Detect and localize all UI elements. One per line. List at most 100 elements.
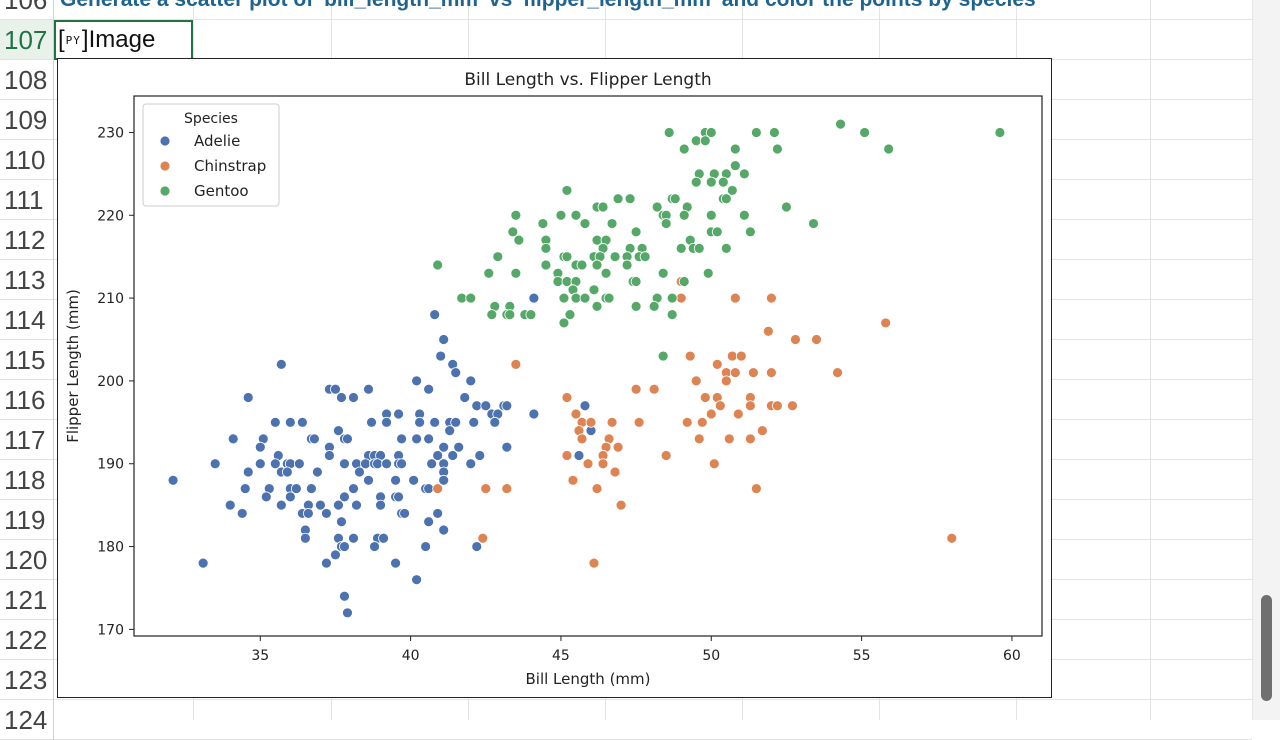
- row-header[interactable]: 115: [0, 340, 54, 380]
- data-point-adelie: [348, 532, 359, 544]
- data-point-adelie: [474, 450, 486, 461]
- row-header[interactable]: 118: [0, 460, 54, 500]
- row-header[interactable]: 116: [0, 380, 54, 420]
- data-point-gentoo: [720, 193, 732, 205]
- data-point-adelie: [269, 458, 281, 470]
- data-point-gentoo: [609, 251, 621, 263]
- data-point-gentoo: [690, 176, 702, 188]
- row-header[interactable]: 110: [0, 140, 54, 180]
- prompt-cell-text[interactable]: Generate a scatter plot of 'bill_length_…: [60, 0, 1036, 12]
- data-point-chinstrap: [648, 383, 660, 395]
- row-header[interactable]: 111: [0, 180, 54, 220]
- data-point-gentoo: [693, 242, 705, 254]
- row-header[interactable]: 107: [0, 20, 54, 60]
- data-point-adelie: [224, 499, 236, 511]
- data-point-chinstrap: [723, 433, 735, 445]
- data-point-adelie: [305, 483, 317, 494]
- data-point-chinstrap: [684, 350, 696, 362]
- data-point-chinstrap: [880, 317, 892, 329]
- data-point-adelie: [465, 458, 477, 470]
- data-point-gentoo: [994, 127, 1006, 138]
- data-point-chinstrap: [729, 292, 741, 304]
- data-point-adelie: [411, 574, 423, 586]
- row-header[interactable]: 114: [0, 300, 54, 340]
- data-point-chinstrap: [606, 416, 618, 428]
- data-point-gentoo: [705, 176, 717, 188]
- row-header[interactable]: 113: [0, 260, 54, 300]
- data-point-chinstrap: [561, 450, 573, 461]
- data-point-gentoo: [513, 234, 525, 246]
- legend: Species Adelie Chinstrap Gentoo: [142, 103, 280, 207]
- data-point-gentoo: [579, 218, 591, 229]
- data-point-adelie: [423, 433, 435, 445]
- python-cell-value[interactable]: [PY] Image: [58, 22, 155, 58]
- data-point-adelie: [293, 458, 305, 470]
- data-point-adelie: [438, 441, 450, 453]
- data-point-adelie: [501, 400, 513, 412]
- data-point-chinstrap: [735, 350, 747, 362]
- data-point-adelie: [420, 541, 432, 552]
- data-point-adelie: [423, 516, 435, 528]
- row-header[interactable]: 108: [0, 60, 54, 100]
- data-point-adelie: [489, 416, 501, 428]
- column-gridline: [1150, 0, 1151, 720]
- data-point-chinstrap: [732, 408, 744, 420]
- row-header[interactable]: 121: [0, 580, 54, 620]
- data-point-adelie: [308, 433, 320, 445]
- legend-marker-chinstrap: [159, 160, 171, 172]
- data-point-adelie: [299, 532, 311, 544]
- row-header[interactable]: 122: [0, 620, 54, 660]
- data-point-adelie: [429, 416, 441, 428]
- row-header[interactable]: 117: [0, 420, 54, 460]
- data-point-chinstrap: [432, 483, 444, 494]
- data-point-adelie: [284, 491, 296, 503]
- data-point-adelie: [411, 375, 423, 387]
- data-point-adelie: [236, 508, 248, 519]
- row-header[interactable]: 119: [0, 500, 54, 540]
- data-point-gentoo: [678, 209, 690, 221]
- data-point-chinstrap: [615, 499, 627, 511]
- data-point-chinstrap: [729, 367, 741, 379]
- data-point-gentoo: [726, 185, 738, 196]
- data-point-adelie: [471, 400, 483, 412]
- row-header[interactable]: 109: [0, 100, 54, 140]
- data-point-gentoo: [486, 309, 498, 321]
- data-point-adelie: [324, 450, 335, 461]
- data-point-adelie: [444, 425, 456, 437]
- data-point-gentoo: [769, 127, 780, 138]
- data-point-adelie: [339, 541, 350, 552]
- data-point-chinstrap: [501, 483, 513, 494]
- data-point-chinstrap: [696, 416, 708, 428]
- row-header[interactable]: 123: [0, 660, 54, 700]
- data-point-gentoo: [624, 193, 636, 205]
- data-point-adelie: [348, 483, 359, 494]
- data-point-gentoo: [859, 127, 871, 138]
- python-image-chart[interactable]: Bill Length vs. Flipper Length Bill Leng…: [57, 58, 1052, 698]
- data-point-chinstrap: [690, 375, 702, 387]
- data-point-gentoo: [630, 300, 642, 312]
- row-gridline: [54, 699, 1252, 700]
- row-header[interactable]: 120: [0, 540, 54, 580]
- data-point-adelie: [438, 474, 450, 486]
- data-point-gentoo: [510, 209, 522, 221]
- data-point-chinstrap: [750, 483, 762, 494]
- scrollbar-thumb[interactable]: [1261, 595, 1272, 701]
- row-header[interactable]: 124: [0, 700, 54, 740]
- series-adelie: [167, 292, 597, 619]
- data-point-adelie: [330, 383, 341, 395]
- row-header[interactable]: 106: [0, 0, 54, 20]
- legend-marker-adelie: [159, 135, 171, 147]
- data-point-adelie: [284, 416, 296, 428]
- data-point-chinstrap: [612, 441, 624, 453]
- data-point-gentoo: [492, 251, 504, 263]
- data-point-gentoo: [525, 309, 537, 321]
- data-point-chinstrap: [762, 325, 774, 337]
- y-tick-label: 210: [97, 291, 124, 307]
- data-point-gentoo: [630, 226, 642, 238]
- data-point-adelie: [447, 450, 459, 461]
- row-header[interactable]: 112: [0, 220, 54, 260]
- data-point-adelie: [528, 292, 540, 304]
- data-point-adelie: [435, 350, 447, 362]
- data-point-gentoo: [669, 193, 681, 205]
- data-point-adelie: [342, 607, 353, 619]
